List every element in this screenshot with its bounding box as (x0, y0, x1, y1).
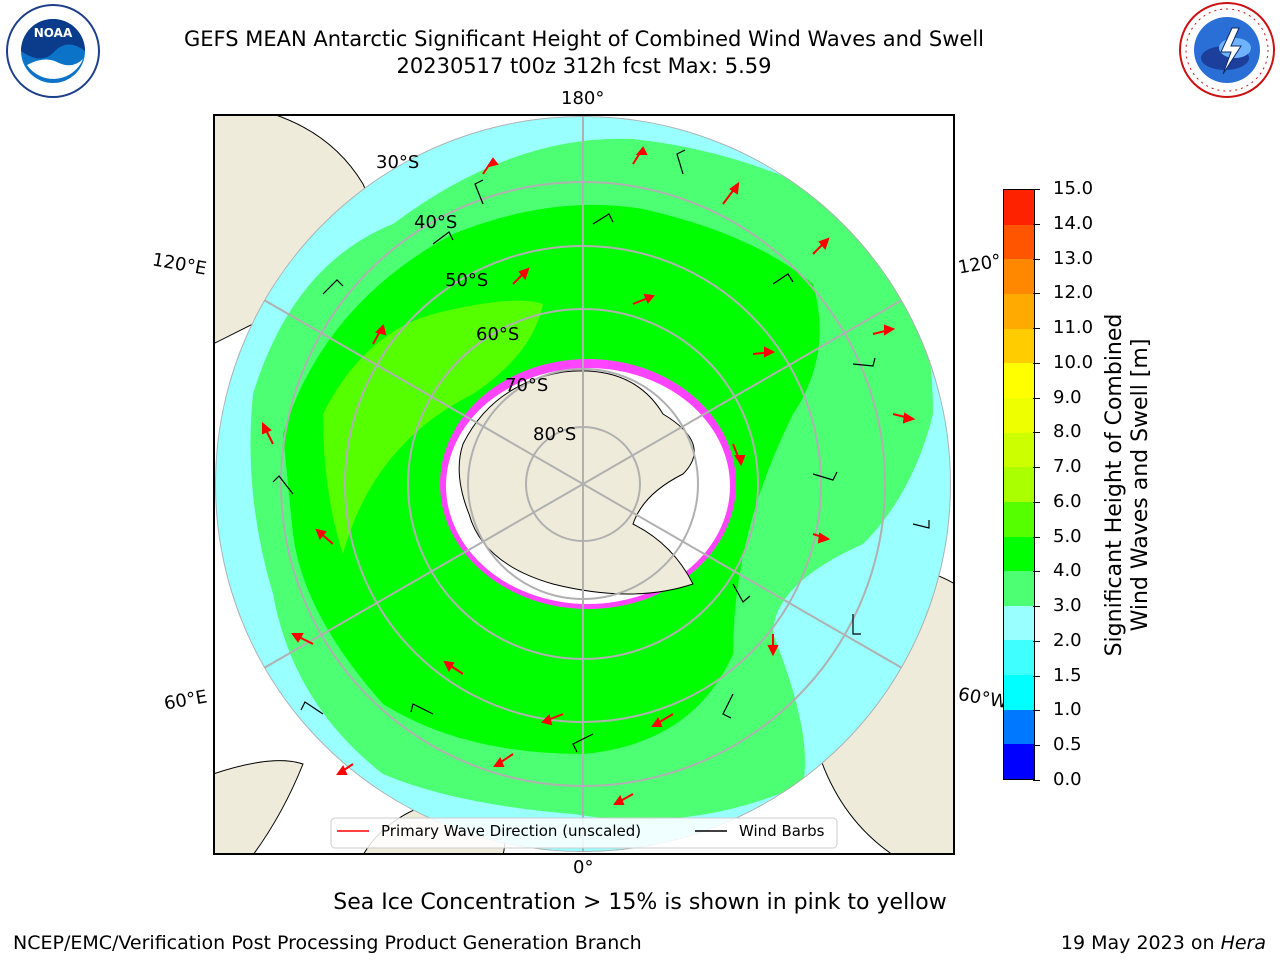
lon-label-60w: 60°W (956, 683, 1010, 714)
colorbar-tick-label: 3.0 (1053, 595, 1082, 617)
colorbar-segment (1004, 536, 1034, 572)
colorbar-tick-mark (1033, 223, 1040, 225)
colorbar-segment (1004, 467, 1034, 502)
land-africa (213, 760, 304, 855)
colorbar-tick-label: 5.0 (1053, 525, 1082, 547)
lat-label-60s: 60°S (476, 324, 520, 345)
nws-logo-icon (1179, 2, 1275, 98)
lat-label-70s: 70°S (505, 375, 549, 396)
colorbar-label-line2: Wind Waves and Swell [m] (1128, 338, 1153, 632)
colorbar-tick-mark (1033, 606, 1040, 608)
colorbar-tick-label: 15.0 (1053, 178, 1094, 199)
colorbar-segment (1004, 259, 1034, 295)
map-panel: Primary Wave Direction (unscaled) Wind B… (213, 114, 955, 855)
colorbar-segment (1004, 709, 1034, 745)
colorbar-tick-label: 1.0 (1053, 699, 1082, 721)
chart-title-line1: GEFS MEAN Antarctic Significant Height o… (183, 27, 985, 51)
colorbar-segment (1004, 675, 1034, 710)
colorbar-tick-mark (1033, 467, 1040, 469)
colorbar-tick-label: 6.0 (1053, 490, 1082, 512)
colorbar-tick-mark (1033, 780, 1040, 781)
colorbar-ticks (1033, 189, 1043, 781)
chart-title-line2: 20230517 t00z 312h fcst Max: 5.59 (396, 54, 772, 78)
colorbar-tick-mark (1033, 640, 1040, 642)
colorbar-tick-mark (1033, 536, 1040, 538)
colorbar-tick-mark (1033, 397, 1040, 399)
lat-label-40s: 40°S (414, 212, 458, 233)
lon-label-180: 180° (561, 88, 605, 109)
lon-label-60e: 60°E (162, 686, 209, 715)
colorbar-tick-label: 13.0 (1053, 247, 1094, 269)
footer-date: 19 May 2023 on (1060, 932, 1221, 954)
colorbar-segment (1004, 744, 1034, 779)
noaa-logo-text: NOAA (34, 26, 73, 40)
colorbar-tick-label: 11.0 (1053, 317, 1094, 339)
colorbar-segment (1004, 640, 1034, 676)
colorbar-label-line1: Significant Height of Combined (1102, 313, 1127, 657)
lat-label-80s: 80°S (533, 424, 577, 445)
colorbar-tick-mark (1033, 258, 1040, 260)
footer-host: Hera (1220, 932, 1266, 954)
colorbar-tick-mark (1033, 571, 1040, 573)
lon-label-0: 0° (573, 857, 594, 878)
colorbar-segment (1004, 501, 1034, 537)
legend-barb-label: Wind Barbs (739, 822, 825, 840)
colorbar-segment (1004, 397, 1034, 433)
colorbar-tick-label: 8.0 (1053, 421, 1082, 443)
colorbar-tick-label: 2.0 (1053, 629, 1082, 651)
colorbar-segment (1004, 605, 1034, 641)
noaa-logo-icon: NOAA (6, 4, 100, 98)
colorbar-tick-label: 0.5 (1053, 734, 1082, 756)
colorbar-tick-mark (1033, 328, 1040, 330)
colorbar (1003, 189, 1035, 780)
colorbar-tick-mark (1033, 710, 1040, 712)
colorbar-tick-label: 14.0 (1053, 212, 1094, 234)
colorbar-tick-mark (1033, 432, 1040, 434)
colorbar-tick-mark (1033, 501, 1040, 503)
colorbar-tick-mark (1033, 189, 1040, 190)
colorbar-segment (1004, 328, 1034, 364)
legend-wave-label: Primary Wave Direction (unscaled) (381, 822, 641, 840)
wave-direction-arrows (262, 146, 916, 805)
sea-ice-note: Sea Ice Concentration > 15% is shown in … (333, 890, 947, 915)
colorbar-tick-label: 12.0 (1053, 282, 1094, 304)
lat-label-30s: 30°S (376, 152, 420, 173)
colorbar-tick-mark (1033, 362, 1040, 364)
colorbar-segment (1004, 224, 1034, 260)
wind-barbs (272, 149, 930, 753)
colorbar-tick-label: 1.5 (1053, 664, 1082, 686)
footer-right: 19 May 2023 on Hera (1061, 932, 1266, 954)
colorbar-segment (1004, 190, 1034, 225)
colorbar-segment (1004, 294, 1034, 329)
colorbar-tick-label: 0.0 (1053, 769, 1082, 790)
colorbar-tick-mark (1033, 745, 1040, 747)
footer-left: NCEP/EMC/Verification Post Processing Pr… (13, 932, 642, 954)
colorbar-tick-label: 10.0 (1053, 351, 1094, 373)
map-legend: Primary Wave Direction (unscaled) Wind B… (330, 817, 838, 849)
map-frame (213, 114, 955, 855)
colorbar-tick-mark (1033, 675, 1040, 677)
colorbar-tick-label: 9.0 (1053, 386, 1082, 408)
graticule (215, 116, 951, 852)
lon-label-120w: 120° (956, 250, 1003, 279)
lat-label-50s: 50°S (445, 270, 489, 291)
colorbar-segment (1004, 432, 1034, 468)
colorbar-tick-label: 7.0 (1053, 456, 1082, 478)
colorbar-tick-mark (1033, 293, 1040, 295)
colorbar-tick-label: 4.0 (1053, 560, 1082, 582)
lon-label-120e: 120°E (150, 249, 209, 280)
colorbar-segment (1004, 571, 1034, 606)
colorbar-segment (1004, 363, 1034, 398)
